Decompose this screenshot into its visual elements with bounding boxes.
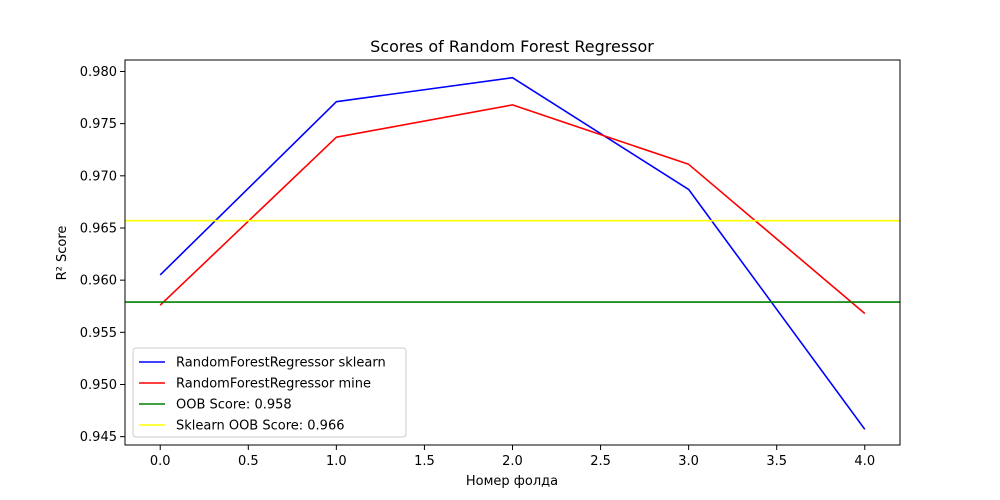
x-axis: 0.0 0.5 1.0 1.5 2.0 2.5 3.0 3.5 4.0 — [150, 445, 875, 469]
y-tick-label: 0.970 — [80, 169, 117, 184]
y-tick-label: 0.950 — [80, 378, 117, 393]
legend: RandomForestRegressor sklearn RandomFores… — [132, 347, 407, 438]
y-tick-label: 0.965 — [80, 221, 117, 236]
plot-area — [125, 76, 900, 430]
x-tick-label: 2.0 — [502, 454, 523, 469]
y-axis-title: R² Score — [55, 226, 70, 281]
chart-title: Scores of Random Forest Regressor — [370, 37, 654, 56]
series-randomforestregressor-mine-line — [159, 104, 866, 315]
plot-frame — [124, 59, 901, 446]
x-tick-label: 3.5 — [766, 454, 787, 469]
x-tick-label: 1.0 — [326, 454, 347, 469]
x-tick-label: 0.5 — [238, 454, 259, 469]
series-randomforestregressor-sklearn-line — [159, 76, 866, 430]
y-tick-label: 0.980 — [80, 65, 117, 80]
y-tick-label: 0.955 — [80, 326, 117, 341]
y-tick-label: 0.975 — [80, 117, 117, 132]
legend-label: OOB Score: 0.958 — [176, 398, 292, 413]
x-tick-label: 1.5 — [414, 454, 435, 469]
legend-label: RandomForestRegressor sklearn — [176, 356, 386, 371]
legend-box — [132, 347, 407, 438]
legend-label: Sklearn OOB Score: 0.966 — [176, 419, 345, 434]
x-tick-label: 0.0 — [150, 454, 171, 469]
y-axis: 0.945 0.950 0.955 0.960 0.965 0.970 0.975 0.980 — [80, 65, 125, 445]
y-tick-label: 0.960 — [80, 274, 117, 289]
x-tick-label: 3.0 — [678, 454, 699, 469]
x-tick-label: 4.0 — [854, 454, 875, 469]
x-tick-label: 2.5 — [590, 454, 611, 469]
legend-label: RandomForestRegressor mine — [176, 377, 371, 392]
y-tick-label: 0.945 — [80, 430, 117, 445]
x-axis-title: Номер фолда — [466, 474, 558, 489]
